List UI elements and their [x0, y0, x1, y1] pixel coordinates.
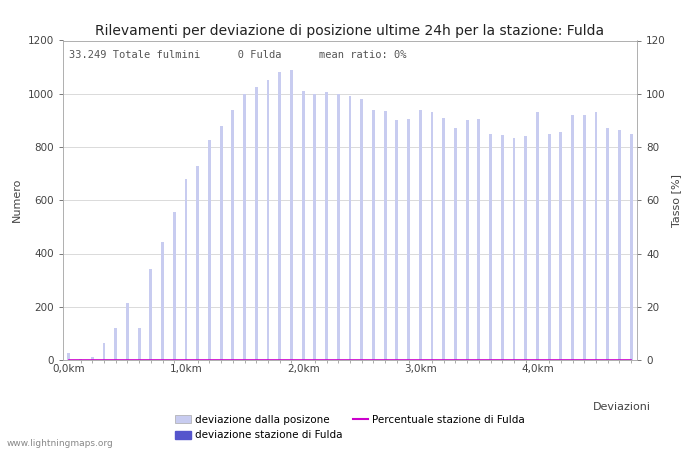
Bar [395, 120, 398, 360]
Bar [255, 87, 258, 360]
Title: Rilevamenti per deviazione di posizione ultime 24h per la stazione: Fulda: Rilevamenti per deviazione di posizione … [95, 24, 605, 38]
Bar [547, 134, 551, 360]
Bar [290, 70, 293, 360]
Bar [606, 128, 609, 360]
Bar [102, 343, 106, 360]
Bar [407, 119, 410, 360]
Bar [583, 115, 586, 360]
Bar [594, 112, 598, 360]
Bar [630, 134, 633, 360]
Bar [232, 110, 235, 360]
Bar [618, 130, 621, 360]
Y-axis label: Numero: Numero [12, 178, 22, 222]
Bar [489, 134, 492, 360]
Bar [512, 138, 515, 360]
Bar [477, 119, 480, 360]
Text: www.lightningmaps.org: www.lightningmaps.org [7, 439, 113, 448]
Bar [430, 112, 433, 360]
Bar [243, 94, 246, 360]
Bar [360, 99, 363, 360]
Bar [220, 126, 223, 360]
Bar [196, 166, 200, 360]
Legend: deviazione dalla posizone, deviazione stazione di Fulda, Percentuale stazione di: deviazione dalla posizone, deviazione st… [175, 415, 525, 440]
Text: 33.249 Totale fulmini      0 Fulda      mean ratio: 0%: 33.249 Totale fulmini 0 Fulda mean ratio… [69, 50, 406, 60]
Bar [454, 128, 457, 360]
Bar [267, 81, 270, 360]
Text: Deviazioni: Deviazioni [593, 402, 651, 412]
Bar [349, 96, 351, 360]
Bar [208, 140, 211, 360]
Bar [314, 94, 316, 360]
Y-axis label: Tasso [%]: Tasso [%] [671, 174, 681, 227]
Bar [185, 179, 188, 360]
Bar [524, 136, 527, 360]
Bar [571, 115, 574, 360]
Bar [500, 135, 504, 360]
Bar [559, 132, 562, 360]
Bar [442, 118, 445, 360]
Bar [114, 328, 117, 360]
Bar [173, 212, 176, 360]
Bar [126, 303, 129, 360]
Bar [372, 110, 375, 360]
Bar [279, 72, 281, 360]
Bar [149, 270, 153, 360]
Bar [419, 110, 421, 360]
Bar [138, 328, 141, 360]
Bar [384, 111, 386, 360]
Bar [337, 94, 340, 360]
Bar [466, 120, 468, 360]
Bar [67, 353, 70, 360]
Bar [79, 359, 82, 360]
Bar [91, 357, 94, 360]
Bar [536, 112, 539, 360]
Bar [302, 91, 304, 360]
Bar [325, 92, 328, 360]
Bar [161, 242, 164, 360]
